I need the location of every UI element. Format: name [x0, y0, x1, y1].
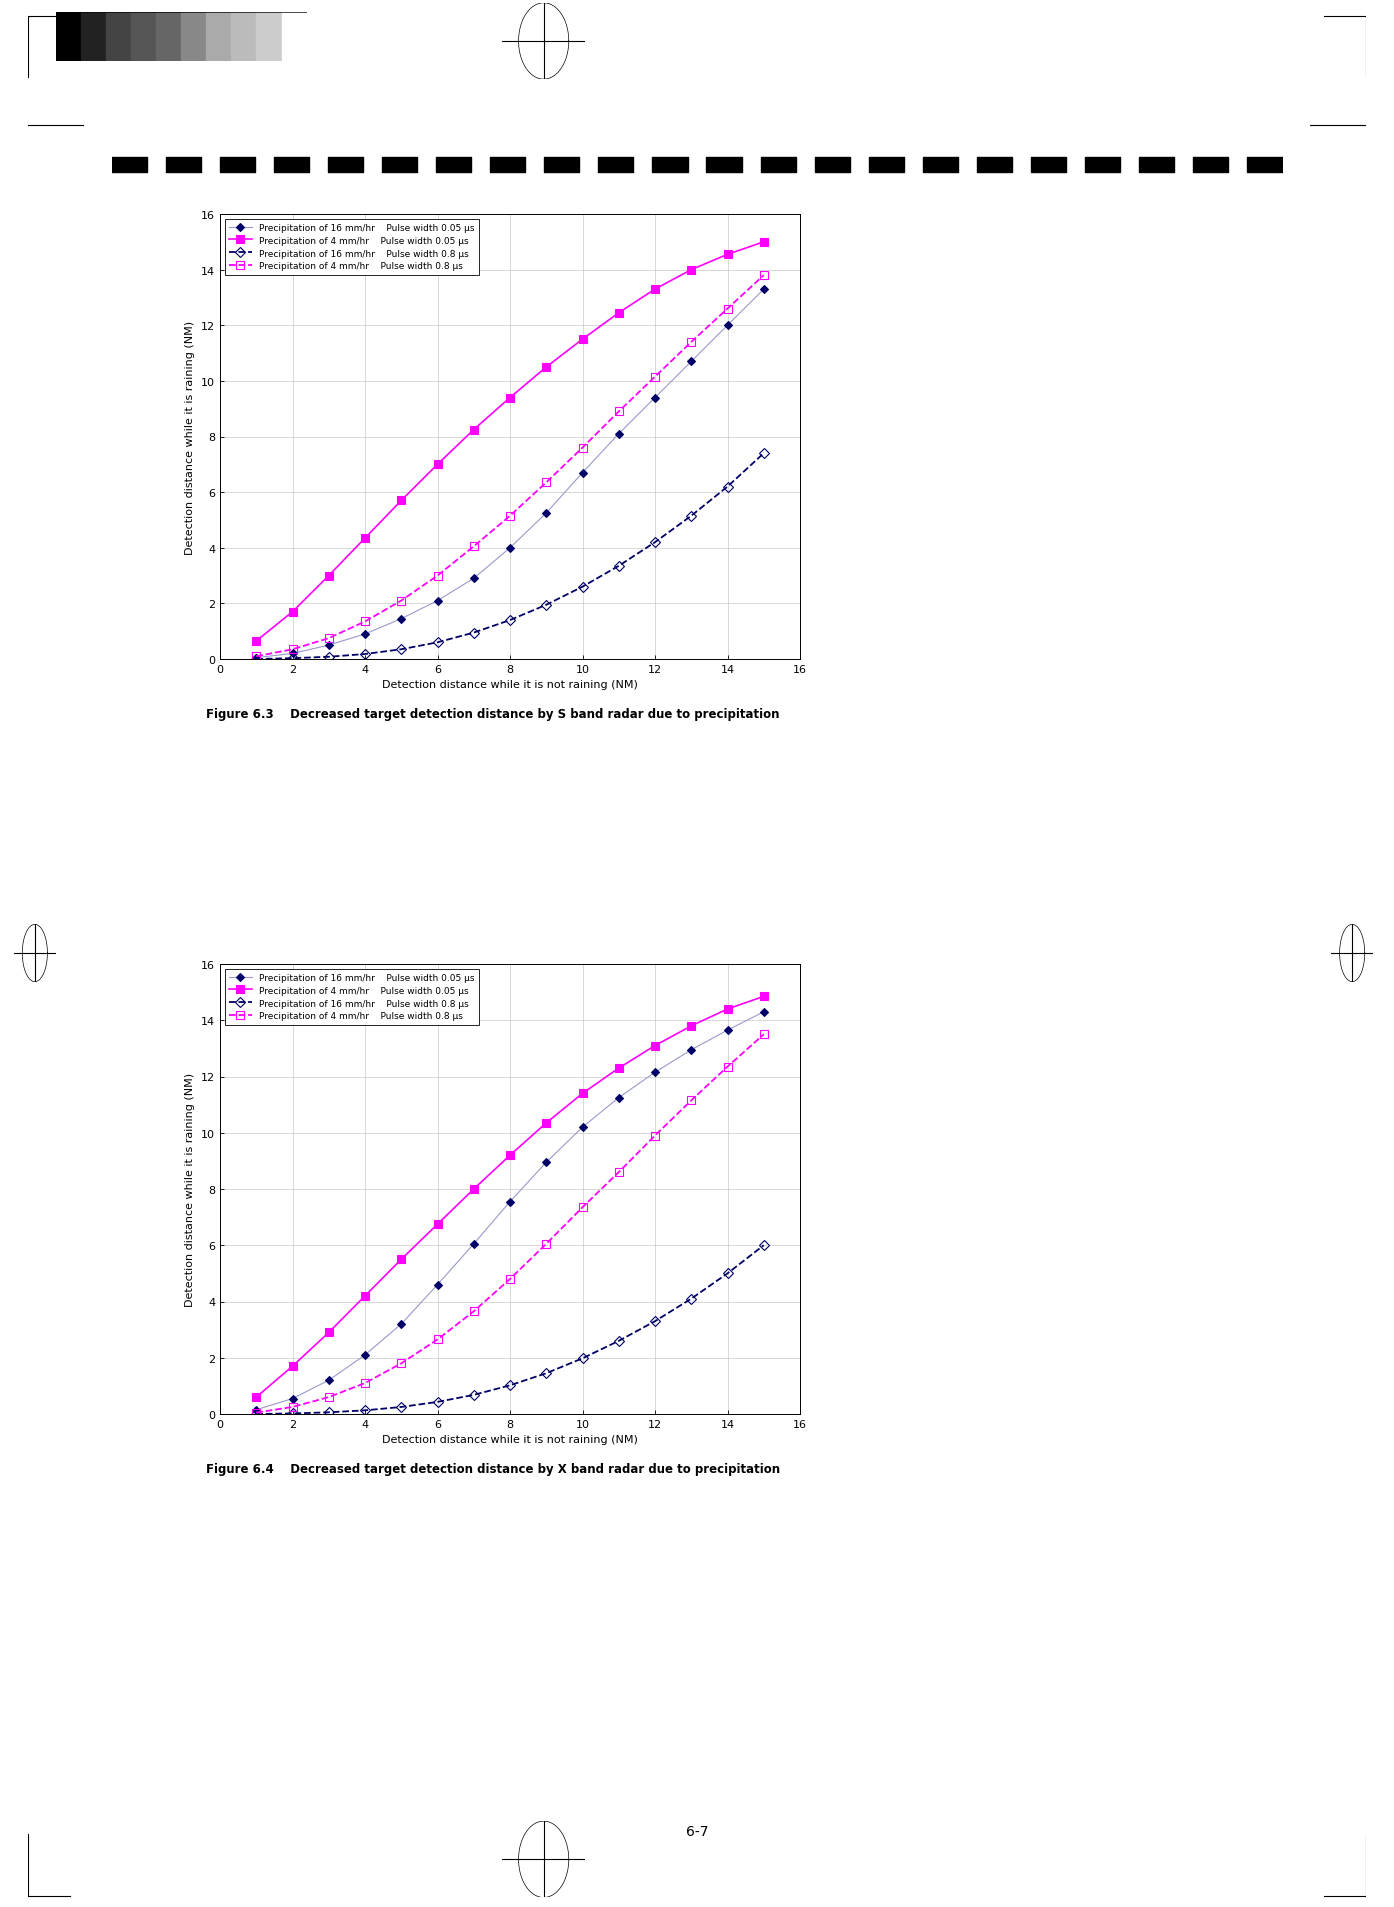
X-axis label: Detection distance while it is not raining (NM): Detection distance while it is not raini… — [382, 1434, 638, 1446]
Text: Figure 6.4    Decreased target detection distance by X band radar due to precipi: Figure 6.4 Decreased target detection di… — [206, 1463, 781, 1474]
Text: 6-7: 6-7 — [686, 1823, 708, 1838]
Y-axis label: Detection distance while it is raining (NM): Detection distance while it is raining (… — [185, 320, 195, 555]
Legend: Precipitation of 16 mm/hr    Pulse width 0.05 μs, Precipitation of 4 mm/hr    Pu: Precipitation of 16 mm/hr Pulse width 0.… — [224, 219, 478, 277]
X-axis label: Detection distance while it is not raining (NM): Detection distance while it is not raini… — [382, 681, 638, 690]
Text: Figure 6.3    Decreased target detection distance by S band radar due to precipi: Figure 6.3 Decreased target detection di… — [206, 707, 779, 721]
Legend: Precipitation of 16 mm/hr    Pulse width 0.05 μs, Precipitation of 4 mm/hr    Pu: Precipitation of 16 mm/hr Pulse width 0.… — [224, 969, 478, 1026]
Y-axis label: Detection distance while it is raining (NM): Detection distance while it is raining (… — [185, 1072, 195, 1306]
